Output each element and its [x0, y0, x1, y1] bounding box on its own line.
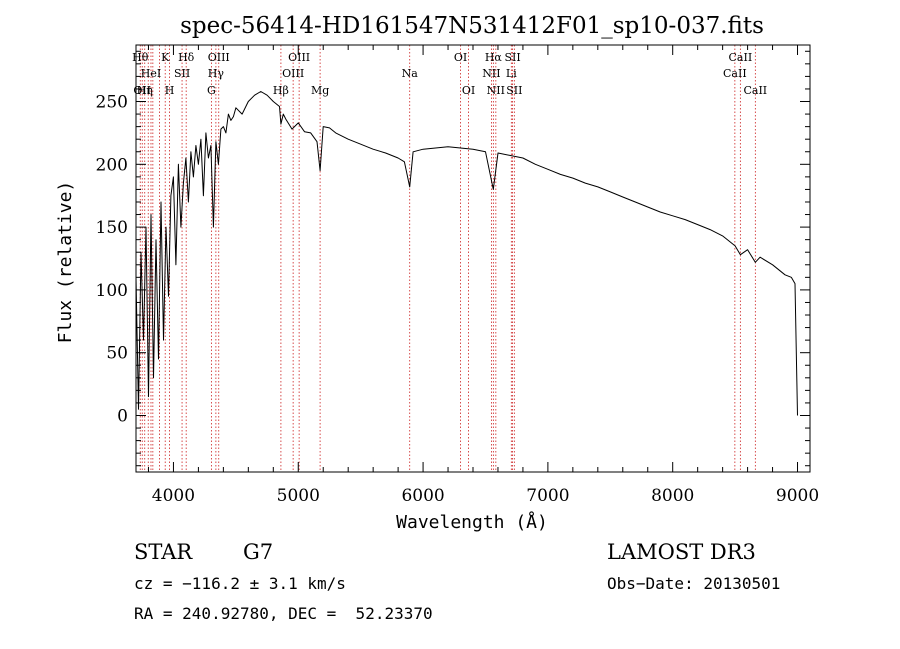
- x-tick-label-4: 8000: [651, 486, 694, 506]
- line-label-1-0: OII: [133, 84, 151, 97]
- line-label-23-0: NII: [487, 84, 505, 97]
- x-axis-ticks: 4000 5000 6000 7000 8000 9000: [147, 45, 819, 506]
- line-label-7-0: K: [161, 51, 170, 64]
- line-label-17-0: Mg: [311, 84, 329, 97]
- spectrum-line: [135, 91, 798, 416]
- line-label-28-0: CaII: [729, 51, 753, 64]
- line-label-4-0: HeI: [141, 67, 161, 80]
- y-tick-label-3: 150: [96, 218, 128, 238]
- spectral-line-markers: [139, 45, 756, 472]
- line-label-10-0: Hδ: [178, 51, 195, 64]
- line-label-15-0: OIII: [282, 67, 304, 80]
- object-subclass: G7: [243, 540, 274, 564]
- line-label-2-0: Hη: [137, 84, 153, 97]
- y-tick-label-5: 250: [96, 93, 128, 113]
- observation-date: Obs−Date: 20130501: [607, 574, 781, 593]
- y-axis-label: Flux (relative): [55, 181, 76, 344]
- x-tick-label-2: 6000: [401, 486, 444, 506]
- line-label-13-0: OIII: [208, 51, 230, 64]
- line-label-18-0: Na: [402, 67, 419, 80]
- line-label-29-0: CaII: [743, 84, 767, 97]
- line-label-16-0: OIII: [288, 51, 310, 64]
- x-tick-label-1: 5000: [277, 486, 320, 506]
- coordinates-readout: RA = 240.92780, DEC = 52.23370: [134, 604, 433, 623]
- series-group: [135, 91, 798, 416]
- line-label-12-0: Hγ: [208, 67, 225, 80]
- y-axis-ticks: 0 50 100 150 200 250: [96, 50, 810, 467]
- survey-name: LAMOST DR3: [607, 540, 756, 564]
- line-label-19-0: OI: [454, 51, 467, 64]
- line-label-25-0: SII: [504, 51, 520, 64]
- line-label-14-0: Hβ: [273, 84, 289, 97]
- line-label-22-0: Hα: [485, 51, 503, 64]
- y-tick-label-4: 200: [96, 155, 128, 175]
- object-type: STAR: [134, 540, 193, 564]
- line-label-0-0: Hθ: [132, 51, 149, 64]
- line-label-11-0: G: [207, 84, 216, 97]
- x-axis-label: Wavelength (Å): [396, 511, 548, 533]
- x-tick-label-0: 4000: [152, 486, 195, 506]
- redshift-readout: cz = −116.2 ± 3.1 km/s: [134, 574, 346, 593]
- line-label-26-0: SII: [506, 84, 522, 97]
- x-tick-label-5: 9000: [776, 486, 819, 506]
- line-label-24-0: Li: [506, 67, 517, 80]
- y-tick-label-0: 0: [117, 406, 128, 426]
- line-label-9-0: SII: [174, 67, 190, 80]
- x-tick-label-3: 7000: [526, 486, 569, 506]
- line-label-8-0: H: [165, 84, 175, 97]
- chart-title: spec-56414-HD161547N531412F01_sp10-037.f…: [180, 13, 764, 39]
- y-tick-label-1: 50: [106, 344, 128, 364]
- y-tick-label-2: 100: [96, 281, 128, 301]
- line-label-21-0: NII: [482, 67, 500, 80]
- line-label-27-0: CaII: [723, 67, 747, 80]
- line-label-20-0: OI: [462, 84, 475, 97]
